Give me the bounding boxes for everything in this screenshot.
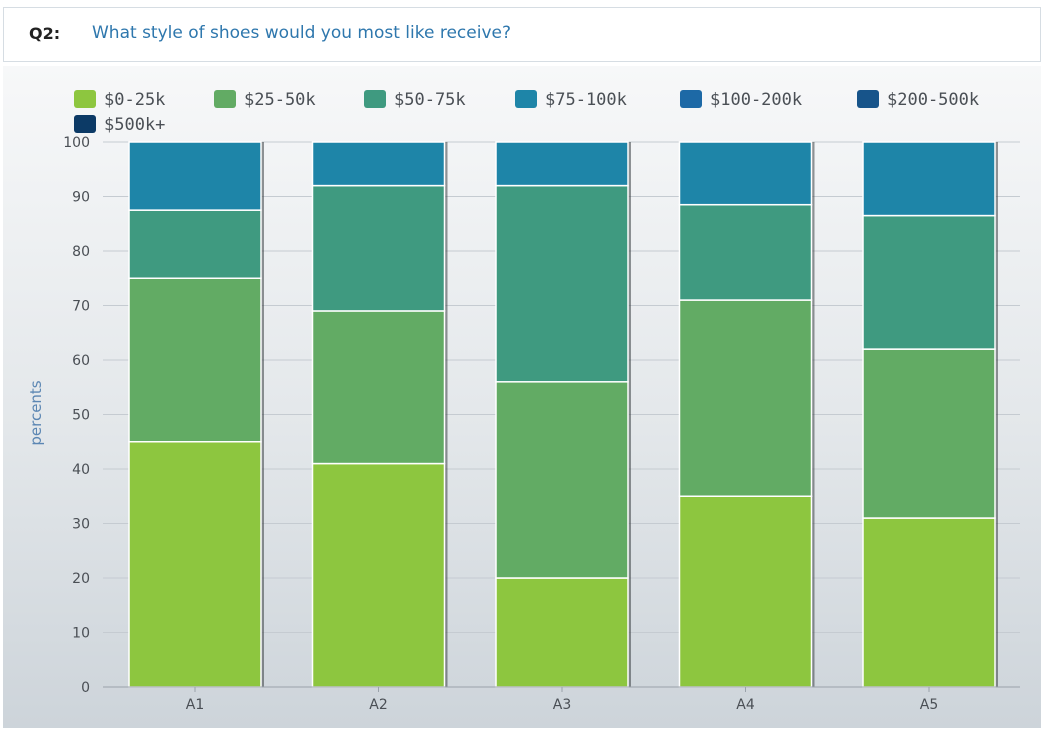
y-tick-label: 100 <box>63 135 90 151</box>
legend-label: $500k+ <box>104 115 165 135</box>
question-number: Q2: <box>29 24 61 43</box>
legend-swatch <box>74 90 96 108</box>
bar-stack-a4 <box>678 141 815 688</box>
bar-segment-a4-series-0[interactable] <box>678 495 813 688</box>
y-tick-label: 0 <box>81 680 90 696</box>
bar-stack-a1 <box>128 141 264 688</box>
bars <box>128 141 998 688</box>
legend-item[interactable]: $75-100k <box>515 90 627 110</box>
legend-swatch <box>680 90 702 108</box>
legend-item[interactable]: $50-75k <box>364 90 466 110</box>
x-tick-label: A2 <box>369 697 387 713</box>
axes: 0 10 20 30 40 50 60 70 80 90 100 A1 A2 A3 A4 A5 <box>63 135 1020 713</box>
bar-segment-a2-series-3[interactable] <box>311 141 446 187</box>
bar-segment-a4-series-2[interactable] <box>678 203 813 301</box>
question-text: What style of shoes would you most like … <box>92 23 511 43</box>
bar-segment-a5-series-0[interactable] <box>862 517 996 688</box>
y-tick-label: 50 <box>72 408 90 424</box>
bar-segment-a1-series-1[interactable] <box>128 277 262 443</box>
y-tick-label: 20 <box>72 571 90 587</box>
legend-label: $50-75k <box>394 90 466 110</box>
bar-stack-a2 <box>311 141 448 688</box>
legend-item[interactable]: $0-25k <box>74 90 165 110</box>
x-tick-label: A5 <box>920 697 938 713</box>
bar-segment-a4-series-1[interactable] <box>678 299 813 497</box>
legend: $0-25k $25-50k $50-75k $75-100k $100-200k $20… <box>74 90 979 135</box>
bar-segment-a1-series-0[interactable] <box>128 441 262 688</box>
legend-swatch <box>74 115 96 133</box>
bar-segment-a1-series-2[interactable] <box>128 209 262 279</box>
question-header: Q2: What style of shoes would you most l… <box>3 7 1041 62</box>
y-axis-label: percents <box>27 380 45 445</box>
bar-segment-a3-series-0[interactable] <box>495 577 629 688</box>
bar-segment-a2-series-0[interactable] <box>311 462 446 688</box>
legend-label: $0-25k <box>104 90 165 110</box>
y-tick-label: 90 <box>72 190 90 206</box>
y-tick-label: 10 <box>72 626 90 642</box>
bar-segment-a3-series-3[interactable] <box>495 141 629 187</box>
y-tick-label: 30 <box>72 517 90 533</box>
x-tick-label: A1 <box>186 697 204 713</box>
x-tick-label: A3 <box>553 697 571 713</box>
y-tick-label: 70 <box>72 299 90 315</box>
bar-segment-a2-series-2[interactable] <box>311 184 446 312</box>
legend-label: $100-200k <box>710 90 802 110</box>
legend-label: $75-100k <box>545 90 627 110</box>
legend-label: $200-500k <box>887 90 979 110</box>
bar-segment-a5-series-2[interactable] <box>862 214 996 350</box>
x-tick-label: A4 <box>736 697 755 713</box>
legend-label: $25-50k <box>244 90 316 110</box>
y-tick-label: 60 <box>72 353 90 369</box>
bar-segment-a5-series-1[interactable] <box>862 348 996 519</box>
bar-segment-a3-series-1[interactable] <box>495 381 629 579</box>
legend-item[interactable]: $100-200k <box>680 90 802 110</box>
legend-swatch <box>857 90 879 108</box>
bar-segment-a3-series-2[interactable] <box>495 184 629 383</box>
bar-segment-a5-series-3[interactable] <box>862 141 996 217</box>
legend-swatch <box>515 90 537 108</box>
bar-stack-a3 <box>495 141 631 688</box>
legend-item[interactable]: $500k+ <box>74 115 165 135</box>
bar-segment-a4-series-3[interactable] <box>678 141 813 206</box>
bar-segment-a1-series-3[interactable] <box>128 141 262 211</box>
legend-swatch <box>214 90 236 108</box>
y-tick-label: 40 <box>72 462 90 478</box>
bar-stack-a5 <box>862 141 998 688</box>
legend-item[interactable]: $25-50k <box>214 90 316 110</box>
legend-swatch <box>364 90 386 108</box>
y-tick-label: 80 <box>72 244 90 260</box>
bar-segment-a2-series-1[interactable] <box>311 310 446 465</box>
legend-item[interactable]: $200-500k <box>857 90 979 110</box>
